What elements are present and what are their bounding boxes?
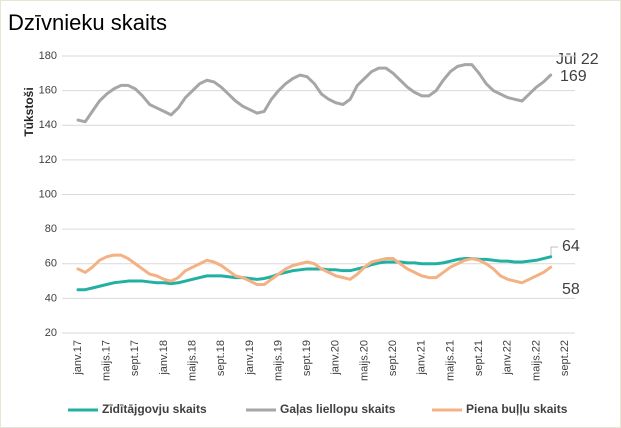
legend-label: Gaļas liellopu skaits bbox=[280, 402, 396, 416]
y-tick-label: 20 bbox=[45, 327, 57, 339]
x-tick-label: sept.20 bbox=[387, 340, 399, 376]
y-tick-label: 40 bbox=[45, 292, 57, 304]
x-tick-label: janv.21 bbox=[416, 340, 428, 376]
annotation: 58 bbox=[562, 281, 580, 298]
y-tick-label: 80 bbox=[45, 223, 57, 235]
x-tick-label: maijs.18 bbox=[186, 340, 198, 381]
annotation: 169 bbox=[560, 68, 587, 85]
annotation: 64 bbox=[562, 238, 580, 255]
x-tick-label: janv.17 bbox=[72, 340, 84, 376]
leader-line bbox=[550, 246, 558, 256]
series-line bbox=[76, 253, 553, 287]
x-tick-label: sept.19 bbox=[301, 340, 313, 376]
y-tick-label: 180 bbox=[39, 50, 57, 62]
y-tick-label: 140 bbox=[39, 119, 57, 131]
x-tick-label: maijs.19 bbox=[272, 340, 284, 381]
x-tick-label: sept.17 bbox=[129, 340, 141, 376]
y-tick-label: 160 bbox=[39, 85, 57, 97]
y-axis-label: Tūkstoši bbox=[22, 87, 36, 136]
x-tick-label: sept.22 bbox=[559, 340, 571, 376]
x-tick-label: maijs.17 bbox=[101, 340, 113, 381]
y-tick-label: 120 bbox=[39, 154, 57, 166]
x-tick-label: janv.22 bbox=[502, 340, 514, 376]
series-line bbox=[76, 63, 553, 124]
legend: Zīdītājgovju skaits Gaļas liellopu skaits… bbox=[68, 402, 568, 416]
x-tick-label: janv.18 bbox=[158, 340, 170, 376]
legend-label: Piena buļļu skaits bbox=[466, 402, 568, 416]
x-tick-label: maijs.21 bbox=[444, 340, 456, 381]
y-tick-label: 60 bbox=[45, 258, 57, 270]
y-tick-label: 100 bbox=[39, 188, 57, 200]
chart-title: Dzīvnieku skaits bbox=[8, 10, 167, 35]
legend-label: Zīdītājgovju skaits bbox=[102, 402, 207, 416]
x-tick-label: maijs.20 bbox=[358, 340, 370, 381]
x-tick-label: maijs.22 bbox=[530, 340, 542, 381]
x-tick-label: janv.19 bbox=[244, 340, 256, 376]
x-tick-label: sept.18 bbox=[215, 340, 227, 376]
annotation: Jūl 22 bbox=[556, 51, 599, 68]
x-tick-label: sept.21 bbox=[473, 340, 485, 376]
x-tick-label: janv.20 bbox=[330, 340, 342, 376]
